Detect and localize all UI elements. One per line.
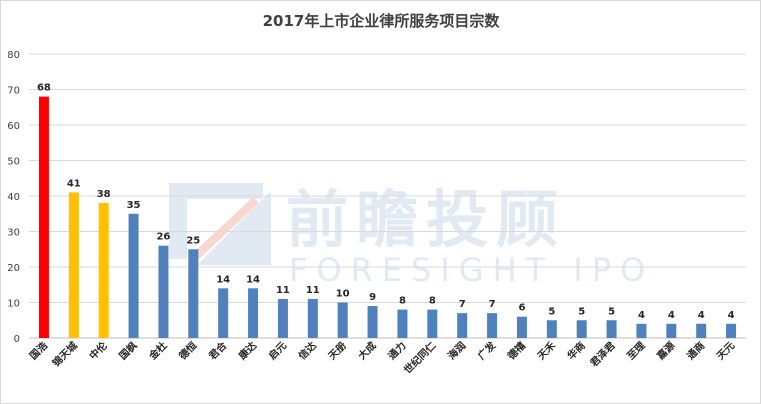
bar (158, 245, 169, 338)
data-labels: 68 41 38 35 26 25 14 14 11 11 10 9 8 8 7 7 6 5 5 5 4 4 4 4 (37, 83, 735, 321)
bar (277, 298, 288, 338)
y-tick-label: 70 (7, 86, 20, 97)
data-label: 35 (127, 200, 141, 211)
bar (218, 288, 229, 338)
bar (68, 192, 79, 338)
bar (606, 320, 617, 338)
y-tick-label: 50 (7, 157, 20, 168)
data-label: 6 (518, 303, 525, 314)
category-label: 至理 (625, 340, 648, 363)
data-label: 4 (728, 310, 735, 321)
data-label: 8 (429, 296, 436, 307)
category-label: 广发 (475, 338, 499, 362)
bar (307, 298, 318, 338)
category-label: 海润 (445, 339, 468, 362)
watermark-logo-icon (169, 183, 271, 265)
gridlines (29, 53, 746, 303)
category-label: 启元 (266, 339, 289, 362)
data-label: 38 (97, 189, 111, 200)
data-label: 14 (216, 274, 230, 285)
bar (128, 213, 139, 338)
bar (248, 288, 259, 338)
bar (516, 316, 527, 338)
data-label: 41 (67, 178, 81, 189)
category-label: 中伦 (86, 338, 110, 362)
data-label: 11 (306, 285, 320, 296)
category-label: 通商 (684, 339, 707, 362)
watermark-cn: 前瞻投顾 (286, 183, 566, 256)
category-label: 德禧 (504, 339, 528, 363)
bar (38, 96, 49, 338)
data-label: 5 (548, 306, 555, 317)
category-label: 锦天城 (50, 339, 80, 369)
y-tick-label: 80 (7, 50, 20, 61)
bar (546, 320, 557, 338)
category-label: 通力 (385, 339, 408, 362)
bar (427, 309, 438, 338)
bar (188, 249, 199, 338)
category-label: 君泽君 (587, 339, 617, 369)
y-tick-label: 30 (7, 228, 20, 239)
bar (487, 313, 498, 338)
bar (666, 323, 677, 338)
bars (38, 96, 737, 338)
data-label: 5 (578, 306, 585, 317)
watermark-en: FORESIGHT IPO (289, 251, 654, 289)
category-label: 嘉源 (653, 339, 677, 363)
bar (397, 309, 408, 338)
bar (337, 302, 348, 338)
bar (576, 320, 587, 338)
category-label: 世纪同仁 (401, 339, 438, 376)
data-label: 5 (608, 306, 615, 317)
y-tick-label: 40 (7, 192, 20, 203)
category-label: 金杜 (146, 339, 170, 363)
category-label: 国枫 (116, 339, 139, 362)
data-label: 7 (489, 299, 496, 310)
category-label: 信达 (296, 339, 319, 362)
data-label: 4 (698, 310, 705, 321)
data-label: 7 (459, 299, 466, 310)
category-label: 天册 (326, 340, 349, 363)
y-axis-ticks: 0 10 20 30 40 50 60 70 80 (7, 50, 20, 345)
data-label: 25 (186, 235, 200, 246)
y-tick-label: 0 (14, 334, 20, 345)
category-label: 华商 (564, 339, 587, 362)
bar (367, 306, 378, 338)
category-label: 国浩 (27, 339, 50, 362)
category-label: 康达 (236, 339, 259, 362)
data-label: 14 (246, 274, 260, 285)
watermark: 前瞻投顾 FORESIGHT IPO (169, 183, 654, 289)
data-label: 26 (156, 232, 170, 243)
y-tick-label: 20 (7, 263, 20, 274)
y-tick-label: 10 (7, 299, 20, 310)
category-labels: 国浩 锦天城 中伦 国枫 金杜 德恒 君合 康达 启元 信达 天册 大成 通力世纪同仁 海润 广发 德禧 天禾华… (27, 338, 737, 376)
category-label: 天禾 (535, 339, 558, 362)
category-label: 德恒 (175, 339, 199, 363)
y-tick-label: 60 (7, 121, 20, 132)
bar (636, 323, 647, 338)
category-label: 大成 (355, 339, 378, 362)
category-label: 天元 (715, 340, 738, 363)
category-label: 君合 (206, 338, 230, 362)
data-label: 8 (399, 296, 406, 307)
data-label: 9 (369, 292, 376, 303)
data-label: 11 (276, 285, 290, 296)
bar (457, 313, 468, 338)
data-label: 10 (336, 289, 350, 300)
bar (696, 323, 707, 338)
bar (98, 203, 109, 338)
data-label: 68 (37, 83, 51, 94)
data-label: 4 (668, 310, 675, 321)
bar (726, 323, 737, 338)
chart-title: 2017年上市企业律所服务项目宗数 (263, 12, 501, 30)
data-label: 4 (638, 310, 645, 321)
